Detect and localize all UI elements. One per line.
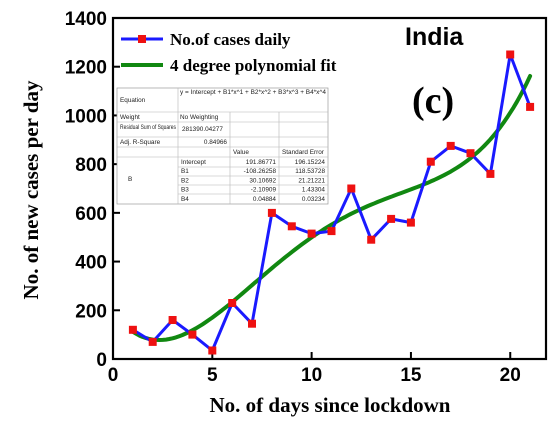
fit-table-weight: No Weighting — [180, 114, 219, 121]
x-tick-label: 0 — [108, 365, 119, 386]
fit-param-name: B1 — [181, 168, 189, 175]
x-axis-title: No. of days since lockdown — [210, 393, 451, 417]
y-tick-label: 1400 — [65, 9, 107, 30]
data-point-marker — [248, 319, 256, 328]
fit-param-name: B2 — [181, 177, 189, 184]
data-point-marker — [426, 157, 435, 166]
y-tick-label: 1200 — [65, 58, 107, 79]
y-tick-label: 1000 — [65, 106, 107, 127]
data-point-marker — [188, 330, 197, 339]
fit-param-value: 0.04884 — [253, 196, 277, 203]
data-point-marker — [506, 50, 515, 59]
y-tick-label: 800 — [75, 155, 107, 176]
x-tick-label: 10 — [301, 365, 322, 386]
fit-param-se: 21.21221 — [298, 177, 325, 184]
region-annotation: India — [405, 23, 464, 51]
fit-param-value: 191.86771 — [246, 159, 277, 166]
fit-table-box — [116, 87, 329, 205]
fit-param-name: Intercept — [181, 159, 206, 166]
data-point-marker — [228, 299, 237, 307]
data-point-marker — [446, 141, 455, 150]
data-point-marker — [267, 208, 276, 217]
fit-table: Equation y = Intercept + B1*x^1 + B2*x^2… — [116, 87, 329, 205]
fit-param-se: 0.03234 — [302, 196, 326, 203]
fit-table-rss-label: Residual Sum of Squares — [120, 124, 176, 131]
panel-label: (c) — [412, 80, 454, 122]
legend: No.of cases daily 4 degree polynomial fi… — [121, 30, 337, 75]
legend-marker-observed — [138, 35, 146, 43]
y-tick-label: 0 — [96, 350, 107, 371]
data-point-marker — [208, 346, 217, 355]
y-tick-label: 400 — [75, 253, 107, 274]
data-point-marker — [168, 316, 177, 324]
fit-table-r2-label: Adj. R-Square — [120, 139, 161, 146]
y-axis-title: No. of new cases per day — [19, 80, 43, 299]
data-point-marker — [148, 337, 157, 346]
fit-param-se: 196.15224 — [295, 159, 326, 166]
x-axis-ticks: 0 5 10 15 20 — [108, 352, 521, 386]
fit-table-equation: y = Intercept + B1*x^1 + B2*x^2 + B3*x^3… — [180, 89, 326, 96]
x-tick-label: 15 — [400, 365, 422, 386]
fit-table-group-label: B — [128, 176, 132, 183]
fit-table-r2: 0.84966 — [204, 139, 228, 146]
plot-frame — [111, 16, 548, 361]
data-point-marker — [307, 229, 316, 238]
legend-label-fit: 4 degree polynomial fit — [170, 56, 337, 75]
fit-param-name: B4 — [181, 196, 189, 203]
data-point-marker — [287, 222, 296, 231]
fit-param-name: B3 — [181, 187, 189, 194]
data-point-marker — [327, 227, 336, 236]
legend-label-observed: No.of cases daily — [170, 30, 291, 49]
y-tick-label: 200 — [75, 301, 107, 322]
data-point-marker — [526, 102, 535, 111]
fit-table-equation-label: Equation — [120, 97, 146, 104]
fit-table-params: Intercept 191.86771 196.15224 B1 -108.26258 1… — [181, 159, 325, 203]
y-axis-ticks: 0 200 400 600 800 1000 1200 1400 — [65, 9, 120, 371]
fit-table-rss: 281390.04277 — [182, 126, 223, 133]
fit-param-value: -2.10909 — [251, 187, 277, 194]
fit-param-se: 118.53728 — [295, 168, 325, 175]
x-tick-label: 20 — [500, 365, 521, 386]
data-point-marker — [367, 235, 376, 244]
y-tick-label: 600 — [75, 204, 107, 225]
data-point-marker — [128, 325, 137, 334]
fit-param-se: 1.43304 — [302, 187, 326, 194]
data-point-marker — [466, 149, 475, 158]
data-point-marker — [406, 218, 415, 227]
x-tick-label: 5 — [207, 365, 218, 386]
data-point-marker — [347, 184, 356, 193]
fit-line — [130, 74, 533, 342]
fit-table-value-header: Value — [233, 149, 249, 156]
fit-table-weight-label: Weight — [120, 114, 140, 121]
fit-param-value: -108.26258 — [244, 168, 277, 175]
fit-param-value: 30.10692 — [249, 177, 276, 184]
data-point-marker — [387, 214, 396, 223]
data-point-marker — [486, 169, 495, 178]
observed-markers — [128, 50, 535, 355]
fit-table-se-header: Standard Error — [282, 149, 325, 156]
